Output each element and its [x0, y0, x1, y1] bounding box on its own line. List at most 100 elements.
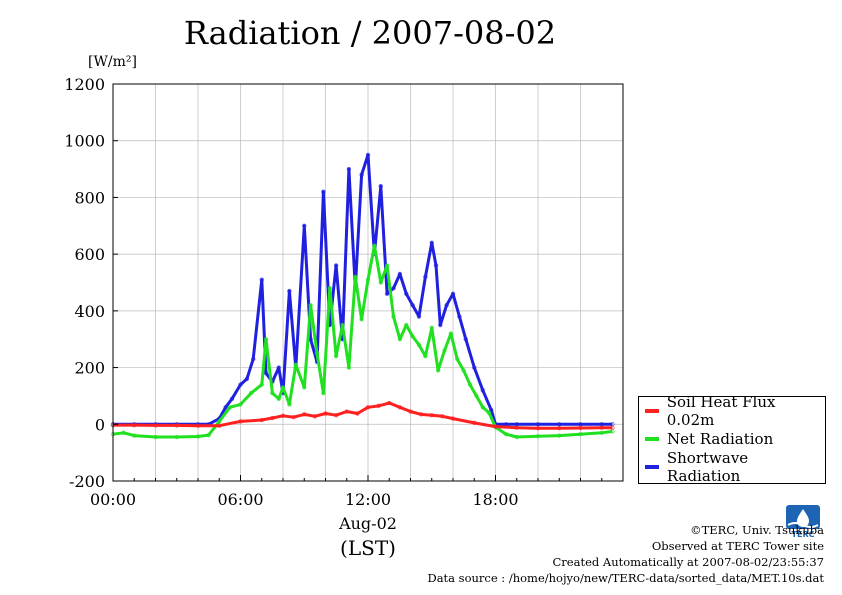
data-point-shortwave-radiation [238, 382, 243, 387]
legend-label-soil: Soil Heat Flux 0.02m [666, 393, 776, 429]
data-point-shortwave-radiation [365, 152, 371, 158]
data-point-shortwave-radiation [302, 223, 307, 228]
data-point-net-radiation [448, 331, 454, 336]
data-point-shortwave-radiation [223, 405, 228, 410]
data-point-soil-heat-flux-0-02m [259, 417, 264, 423]
data-point-net-radiation [206, 432, 211, 438]
data-point-net-radiation [535, 433, 541, 439]
data-point-net-radiation [442, 348, 447, 353]
data-point-shortwave-radiation [276, 365, 281, 370]
data-point-net-radiation [132, 433, 137, 438]
data-point-soil-heat-flux-0-02m [429, 413, 434, 418]
data-point-net-radiation [263, 337, 269, 342]
series-layer [110, 152, 615, 440]
data-point-net-radiation [486, 410, 492, 416]
legend-label-shortwave: Shortwave Radiation [666, 449, 749, 485]
data-point-shortwave-radiation [378, 183, 383, 189]
data-point-net-radiation [461, 368, 466, 373]
y-tick-label: 200 [74, 359, 105, 378]
data-point-soil-heat-flux-0-02m [291, 414, 296, 420]
data-point-soil-heat-flux-0-02m [514, 425, 519, 430]
data-point-net-radiation [480, 405, 485, 410]
x-tick-label: 18:00 [472, 490, 518, 509]
data-point-net-radiation [259, 382, 264, 387]
data-point-net-radiation [503, 432, 509, 437]
data-point-net-radiation [308, 302, 313, 308]
data-point-net-radiation [346, 365, 352, 370]
data-point-net-radiation [293, 362, 298, 367]
data-point-soil-heat-flux-0-02m [418, 412, 424, 417]
data-point-soil-heat-flux-0-02m [408, 409, 413, 414]
data-point-shortwave-radiation [287, 288, 292, 294]
data-point-soil-heat-flux-0-02m [578, 425, 583, 431]
data-point-net-radiation [397, 337, 403, 342]
data-point-soil-heat-flux-0-02m [557, 426, 562, 431]
data-point-shortwave-radiation [480, 388, 485, 393]
terc-logo-text: TERC [791, 530, 815, 539]
data-point-shortwave-radiation [397, 271, 403, 277]
series-line-soil-heat-flux-0-02m [113, 401, 613, 430]
data-point-soil-heat-flux-0-02m [174, 423, 179, 428]
data-point-soil-heat-flux-0-02m [450, 416, 456, 421]
data-point-shortwave-radiation [457, 314, 462, 319]
credit-site: Observed at TERC Tower site [651, 539, 824, 553]
credit-copyright: ©TERC, Univ. Tsukuba [690, 523, 824, 537]
data-point-net-radiation [423, 354, 428, 359]
data-point-soil-heat-flux-0-02m [323, 411, 328, 416]
data-point-net-radiation [276, 396, 281, 401]
data-point-net-radiation [359, 317, 364, 322]
data-point-net-radiation [416, 342, 422, 348]
data-point-soil-heat-flux-0-02m [153, 423, 158, 428]
y-axis-unit: [W/m²] [88, 54, 137, 70]
data-point-shortwave-radiation [472, 365, 477, 370]
data-point-soil-heat-flux-0-02m [599, 425, 604, 430]
data-point-net-radiation [391, 314, 396, 319]
chart-title: Radiation / 2007-08-02 [183, 14, 557, 52]
data-point-soil-heat-flux-0-02m [333, 413, 339, 418]
data-point-net-radiation [227, 405, 233, 410]
data-point-soil-heat-flux-0-02m [217, 423, 222, 428]
data-point-soil-heat-flux-0-02m [610, 425, 615, 430]
data-point-soil-heat-flux-0-02m [280, 413, 286, 418]
data-point-net-radiation [353, 274, 358, 280]
data-point-shortwave-radiation [359, 172, 364, 177]
data-point-soil-heat-flux-0-02m [195, 423, 201, 428]
data-point-shortwave-radiation [384, 291, 390, 297]
data-point-net-radiation [557, 433, 562, 438]
data-point-shortwave-radiation [410, 302, 415, 308]
data-point-soil-heat-flux-0-02m [376, 403, 381, 409]
data-point-shortwave-radiation [404, 291, 409, 297]
y-tick-label: -200 [69, 472, 105, 491]
data-point-net-radiation [340, 322, 345, 328]
data-point-shortwave-radiation [244, 376, 250, 382]
data-point-shortwave-radiation [444, 302, 449, 308]
x-axis: 00:00 06:00 12:00 18:00 [90, 475, 624, 509]
data-point-net-radiation [514, 434, 519, 440]
x-tick-label: 12:00 [345, 490, 391, 509]
data-point-net-radiation [599, 430, 604, 435]
data-point-net-radiation [174, 434, 179, 440]
data-point-net-radiation [455, 356, 460, 362]
data-point-net-radiation [435, 368, 441, 373]
legend-item-soil: Soil Heat Flux 0.02m [645, 393, 825, 429]
data-point-soil-heat-flux-0-02m [493, 424, 498, 429]
legend-label-net: Net Radiation [667, 430, 774, 448]
data-point-shortwave-radiation [251, 356, 256, 362]
data-point-shortwave-radiation [346, 166, 352, 172]
x-tick-label: 06:00 [217, 490, 263, 509]
data-point-net-radiation [217, 419, 222, 424]
data-point-shortwave-radiation [450, 291, 456, 297]
data-point-shortwave-radiation [489, 407, 494, 413]
legend-swatch-soil [645, 409, 659, 413]
series-line-shortwave-radiation [113, 153, 613, 426]
data-point-net-radiation [287, 402, 292, 407]
data-point-soil-heat-flux-0-02m [344, 409, 349, 414]
terc-logo [786, 505, 820, 529]
data-point-net-radiation [384, 263, 390, 268]
x-axis-unit: (LST) [340, 536, 396, 560]
data-point-shortwave-radiation [433, 263, 439, 268]
data-point-net-radiation [378, 280, 383, 285]
data-point-shortwave-radiation [229, 396, 235, 401]
data-point-soil-heat-flux-0-02m [440, 414, 445, 419]
